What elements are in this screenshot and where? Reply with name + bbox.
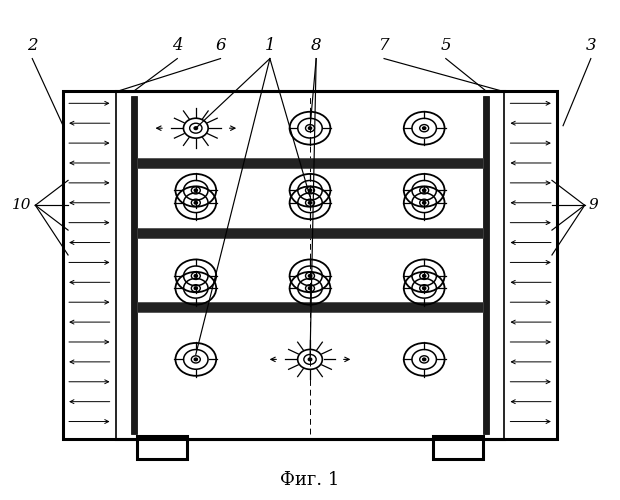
Circle shape <box>194 189 197 192</box>
Bar <box>137 158 483 168</box>
Circle shape <box>194 358 197 360</box>
Circle shape <box>423 127 426 130</box>
Bar <box>131 96 137 434</box>
Circle shape <box>308 127 312 130</box>
Circle shape <box>308 358 312 361</box>
Bar <box>137 436 187 459</box>
Text: 8: 8 <box>311 36 322 54</box>
Circle shape <box>194 274 197 277</box>
Text: 7: 7 <box>379 36 389 54</box>
Circle shape <box>194 287 197 290</box>
Bar <box>63 91 557 439</box>
Circle shape <box>194 202 197 204</box>
Bar <box>137 228 483 237</box>
Text: 10: 10 <box>12 198 31 212</box>
Circle shape <box>423 287 426 290</box>
Bar <box>433 436 483 459</box>
Circle shape <box>308 189 312 192</box>
Circle shape <box>423 274 426 277</box>
Text: 4: 4 <box>172 36 183 54</box>
Circle shape <box>423 189 426 192</box>
Bar <box>137 302 483 312</box>
Text: 2: 2 <box>27 36 38 54</box>
Text: 1: 1 <box>265 36 275 54</box>
Text: Фиг. 1: Фиг. 1 <box>280 470 340 488</box>
Circle shape <box>423 358 426 360</box>
Text: 9: 9 <box>589 198 599 212</box>
Bar <box>483 96 489 434</box>
Circle shape <box>308 287 312 290</box>
Circle shape <box>423 202 426 204</box>
Circle shape <box>308 274 312 277</box>
Circle shape <box>194 127 198 130</box>
Text: 6: 6 <box>215 36 226 54</box>
Text: 3: 3 <box>585 36 596 54</box>
Circle shape <box>308 202 312 204</box>
Text: 5: 5 <box>440 36 451 54</box>
